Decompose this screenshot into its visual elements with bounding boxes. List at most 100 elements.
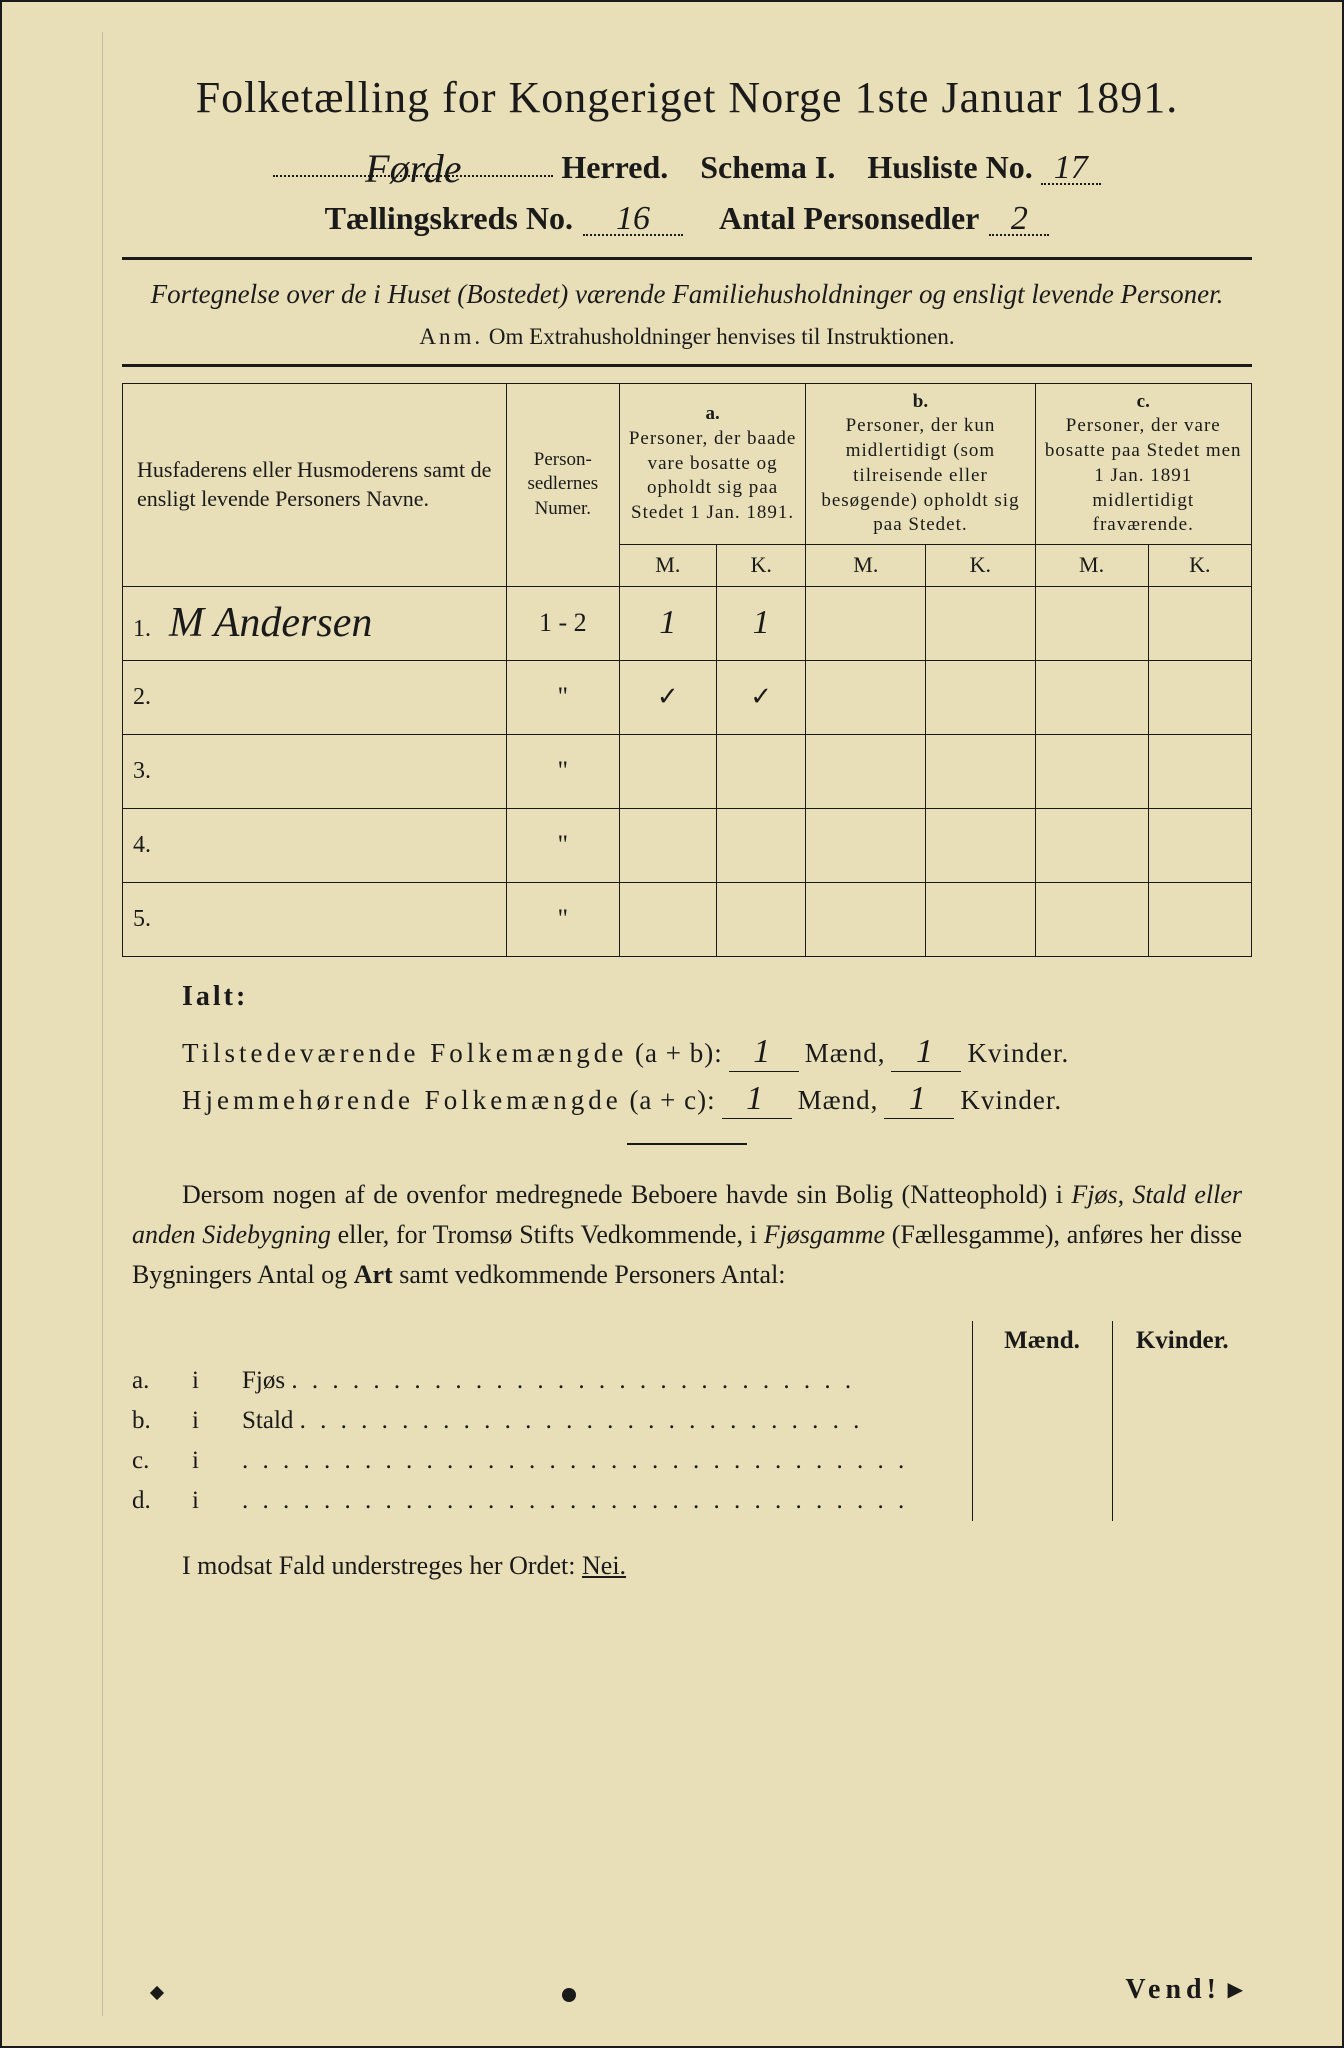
cell-ck	[1148, 882, 1251, 956]
side-i: i	[182, 1401, 232, 1441]
side-i: i	[182, 1481, 232, 1521]
table-row: 4. "	[123, 808, 1252, 882]
short-rule	[627, 1143, 747, 1145]
a-m: M.	[619, 544, 716, 586]
col-a-header: a. Personer, der baade vare bosatte og o…	[619, 383, 806, 544]
cell-am: 1	[619, 586, 716, 660]
subheader-text: Fortegnelse over de i Huset (Bostedet) v…	[122, 276, 1252, 314]
cell-bm	[806, 808, 926, 882]
side-building-para: Dersom nogen af de ovenfor medregnede Be…	[132, 1175, 1242, 1296]
husliste-field: 17	[1041, 149, 1101, 185]
side-m	[972, 1481, 1112, 1521]
kreds-label: Tællingskreds No.	[325, 200, 573, 237]
a-text: Personer, der baade vare bosatte og opho…	[628, 427, 798, 526]
cell-bk	[926, 808, 1035, 882]
col-c-header: c. Personer, der vare bosatte paa Stedet…	[1035, 383, 1252, 544]
cell-am	[619, 734, 716, 808]
dots: . . . . . . . . . . . . . . . . . . . . …	[300, 1407, 864, 1434]
side-building-table: Mænd. Kvinder. a. i Fjøs . . . . . . . .…	[122, 1321, 1252, 1521]
side-k	[1112, 1481, 1252, 1521]
kvinder-label-2: Kvinder.	[960, 1085, 1062, 1116]
cell-cm	[1035, 586, 1148, 660]
side-i: i	[182, 1361, 232, 1401]
cell-bk	[926, 734, 1035, 808]
side-k	[1112, 1361, 1252, 1401]
antal-value: 2	[1011, 200, 1028, 237]
side-t: Stald . . . . . . . . . . . . . . . . . …	[232, 1401, 972, 1441]
kvinder-label: Kvinder.	[967, 1038, 1069, 1069]
tl2-label: Hjemmehørende Folkemængde	[182, 1085, 622, 1116]
tl1-formula: (a + b):	[635, 1038, 723, 1069]
row-name: M Andersen	[169, 600, 372, 646]
v: 1	[753, 604, 770, 641]
footer-text: I modsat Fald understreges her Ordet:	[182, 1551, 582, 1580]
cell-bm	[806, 734, 926, 808]
col-b-header: b. Personer, der kun midlertidigt (som t…	[806, 383, 1035, 544]
col-num-header: Person-sedlernes Numer.	[506, 383, 619, 586]
row-num: 5.	[133, 906, 163, 933]
b-m: M.	[806, 544, 926, 586]
total-line-1: Tilstedeværende Folkemængde (a + b): 1 M…	[182, 1033, 1252, 1072]
anm-text: Om Extrahusholdninger henvises til Instr…	[489, 324, 955, 349]
table-row: 3. "	[123, 734, 1252, 808]
cell-am: ✓	[619, 660, 716, 734]
row-num-cell: "	[506, 660, 619, 734]
rule-2	[122, 364, 1252, 367]
footer-nei: Nei.	[582, 1551, 626, 1580]
cell-cm	[1035, 734, 1148, 808]
row-num: 4.	[133, 832, 163, 859]
table-head: Husfaderens eller Husmoderens samt de en…	[123, 383, 1252, 586]
cell-bk	[926, 660, 1035, 734]
footer-nei-line: I modsat Fald understreges her Ordet: Ne…	[182, 1551, 1252, 1581]
row-name-cell: 4.	[123, 808, 507, 882]
tl1-m-field: 1	[729, 1033, 799, 1072]
herred-label: Herred.	[561, 149, 668, 186]
row-name-cell: 3.	[123, 734, 507, 808]
tl2-m-field: 1	[722, 1080, 792, 1119]
cell-bm	[806, 660, 926, 734]
cell-am	[619, 882, 716, 956]
p-t1: Dersom nogen af de ovenfor medregnede Be…	[182, 1180, 1071, 1209]
side-k	[1112, 1401, 1252, 1441]
side-row: c. i . . . . . . . . . . . . . . . . . .…	[122, 1441, 1252, 1481]
side-t-text: Stald	[242, 1407, 293, 1434]
tl2-m: 1	[746, 1080, 767, 1117]
kreds-value: 16	[616, 200, 650, 237]
cell-cm	[1035, 882, 1148, 956]
row-num-cell: "	[506, 734, 619, 808]
cell-bk	[926, 586, 1035, 660]
tl2-formula: (a + c):	[629, 1085, 715, 1116]
antal-label: Antal Personsedler	[719, 200, 979, 237]
side-maend: Mænd.	[972, 1321, 1112, 1361]
cell-ck	[1148, 808, 1251, 882]
row-name-cell: 1. M Andersen	[123, 586, 507, 660]
b-text: Personer, der kun midlertidigt (som tilr…	[814, 414, 1026, 537]
side-kvinder: Kvinder.	[1112, 1321, 1252, 1361]
cell-ak: ✓	[716, 660, 806, 734]
tl1-label: Tilstedeværende Folkemængde	[182, 1038, 627, 1069]
cell-ck	[1148, 734, 1251, 808]
side-l: a.	[122, 1361, 182, 1401]
subtitle-row-2: Tællingskreds No. 16 Antal Personsedler …	[122, 200, 1252, 237]
c-k: K.	[1148, 544, 1251, 586]
ialt-label: Ialt:	[182, 981, 1252, 1013]
col-name-header: Husfaderens eller Husmoderens samt de en…	[123, 383, 507, 586]
row-num: 3.	[133, 758, 163, 785]
punch-mark-icon	[562, 1988, 576, 2002]
herred-field: Førde	[273, 141, 553, 177]
anm-label: Anm.	[419, 324, 483, 349]
b-label: b.	[814, 390, 1026, 415]
side-t: . . . . . . . . . . . . . . . . . . . . …	[232, 1481, 972, 1521]
cell-ak	[716, 734, 806, 808]
schema-label: Schema I.	[700, 149, 835, 186]
row-name-cell: 5.	[123, 882, 507, 956]
antal-field: 2	[989, 200, 1049, 236]
row-num: 1.	[133, 616, 163, 643]
side-t-text: Fjøs	[242, 1367, 285, 1394]
main-title: Folketælling for Kongeriget Norge 1ste J…	[122, 72, 1252, 123]
husliste-label: Husliste No.	[867, 149, 1032, 186]
dots: . . . . . . . . . . . . . . . . . . . . …	[242, 1487, 908, 1514]
punch-mark-icon	[150, 1986, 164, 2000]
side-row: d. i . . . . . . . . . . . . . . . . . .…	[122, 1481, 1252, 1521]
cell-ak	[716, 808, 806, 882]
